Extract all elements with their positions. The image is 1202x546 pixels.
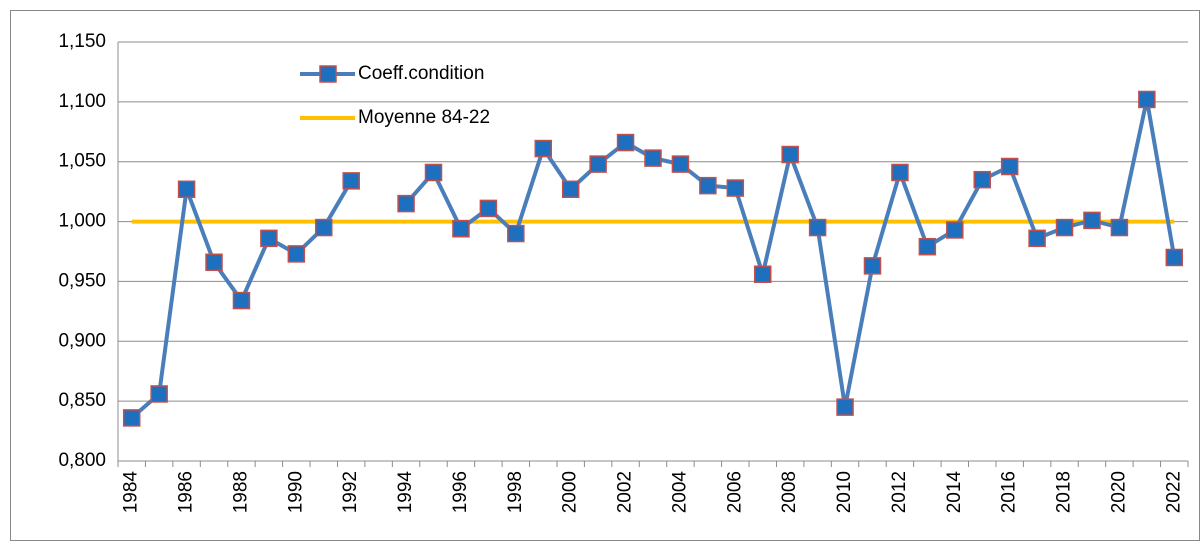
- data-point: [1110, 218, 1129, 237]
- x-tick-label: 2004: [669, 471, 690, 514]
- x-tick-label: 1992: [340, 471, 361, 513]
- data-point: [671, 155, 690, 173]
- data-point: [918, 237, 937, 256]
- data-point: [1000, 157, 1019, 176]
- legend-label: Coeff.condition: [358, 63, 484, 84]
- data-point: [1028, 229, 1046, 248]
- data-point: [287, 245, 306, 263]
- y-tick-label: 0,850: [58, 390, 106, 411]
- data-point: [1083, 211, 1101, 230]
- x-tick-label: 1994: [395, 471, 416, 514]
- x-tick-label: 2002: [615, 471, 636, 513]
- data-point: [232, 291, 251, 310]
- x-tick-label: 2018: [1054, 471, 1075, 513]
- x-tick-label: 1988: [230, 471, 251, 513]
- chart-border: [10, 10, 1200, 541]
- data-point: [699, 176, 717, 195]
- data-point: [479, 199, 498, 218]
- data-point: [946, 221, 964, 239]
- legend-label: Moyenne 84-22: [358, 107, 490, 128]
- x-tick-label: 2006: [724, 471, 745, 513]
- data-point: [122, 409, 141, 427]
- data-point: [1055, 218, 1074, 237]
- x-tick-label: 1986: [176, 471, 197, 513]
- data-point: [315, 218, 333, 237]
- data-point: [534, 139, 553, 158]
- data-point: [342, 172, 360, 190]
- data-point: [452, 220, 470, 238]
- data-point: [781, 145, 799, 164]
- data-point: [507, 224, 525, 243]
- x-tick-label: 2016: [999, 471, 1020, 513]
- data-point: [973, 170, 991, 189]
- y-tick-label: 1,000: [58, 211, 106, 232]
- x-tick-label: 1996: [450, 471, 471, 513]
- x-tick-label: 2010: [834, 471, 855, 513]
- x-tick-label: 1998: [505, 471, 526, 513]
- data-point: [205, 253, 223, 272]
- x-tick-label: 1990: [285, 471, 306, 513]
- x-tick-label: 2012: [889, 471, 910, 513]
- data-point: [753, 265, 772, 283]
- data-point: [177, 180, 196, 198]
- data-point: [561, 180, 580, 198]
- x-tick-label: 2008: [779, 471, 800, 513]
- data-point: [424, 163, 443, 182]
- y-tick-label: 0,900: [58, 330, 106, 351]
- data-point: [836, 398, 854, 416]
- x-tick-label: 2000: [560, 471, 581, 513]
- x-tick-label: 2014: [944, 471, 965, 514]
- legend-marker: [319, 65, 337, 83]
- y-tick-label: 1,050: [58, 151, 106, 172]
- data-point: [1165, 248, 1184, 267]
- y-tick-label: 0,800: [58, 450, 106, 471]
- data-point: [863, 257, 882, 275]
- x-tick-label: 2022: [1163, 471, 1184, 513]
- y-tick-label: 1,100: [58, 91, 106, 112]
- data-point: [260, 229, 278, 248]
- x-tick-label: 1984: [121, 471, 142, 514]
- data-point: [616, 133, 635, 152]
- data-point: [1138, 90, 1156, 109]
- data-point: [397, 194, 415, 213]
- data-point: [726, 179, 745, 197]
- x-tick-label: 2020: [1108, 471, 1129, 513]
- y-tick-label: 0,950: [58, 270, 106, 291]
- data-point: [808, 218, 827, 237]
- y-tick-label: 1,150: [58, 31, 106, 52]
- data-point: [589, 155, 607, 173]
- data-point: [150, 385, 168, 403]
- data-point: [644, 149, 662, 167]
- data-point: [891, 163, 909, 182]
